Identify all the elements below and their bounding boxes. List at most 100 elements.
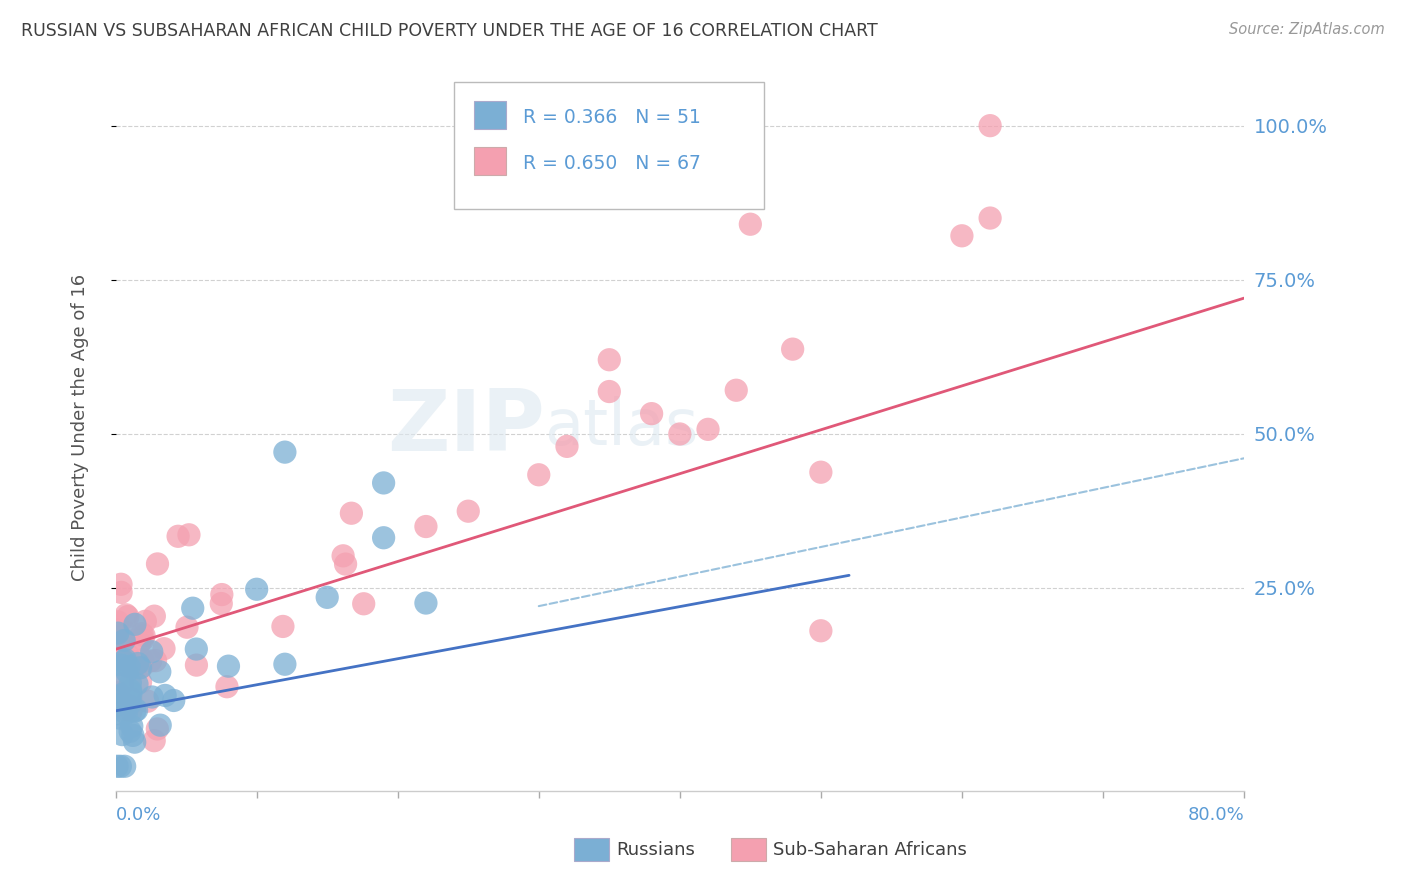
Point xyxy=(110,657,132,672)
Point xyxy=(125,677,148,691)
Point xyxy=(115,607,138,622)
Point xyxy=(740,217,762,231)
Point xyxy=(108,711,131,725)
Point xyxy=(274,445,297,459)
Point xyxy=(186,642,208,657)
Point xyxy=(527,467,550,482)
Point xyxy=(215,680,238,694)
Point xyxy=(111,689,134,703)
Point xyxy=(139,654,162,668)
Point xyxy=(107,686,129,700)
Point xyxy=(143,733,166,747)
Point xyxy=(274,657,297,672)
Text: RUSSIAN VS SUBSAHARAN AFRICAN CHILD POVERTY UNDER THE AGE OF 16 CORRELATION CHAR: RUSSIAN VS SUBSAHARAN AFRICAN CHILD POVE… xyxy=(21,22,877,40)
Point xyxy=(120,704,142,718)
Point xyxy=(167,529,190,543)
Point xyxy=(415,519,437,533)
Point xyxy=(124,661,146,675)
Point xyxy=(112,654,135,668)
Point xyxy=(149,718,172,732)
Point xyxy=(209,597,232,611)
Point xyxy=(153,641,176,656)
Point xyxy=(124,735,146,749)
Point xyxy=(124,704,146,718)
Point xyxy=(186,658,208,673)
Text: Russians: Russians xyxy=(616,841,695,859)
Point xyxy=(115,706,138,721)
Point xyxy=(114,625,136,640)
Point xyxy=(105,759,128,773)
Point xyxy=(246,582,269,597)
Point xyxy=(332,549,354,563)
FancyBboxPatch shape xyxy=(454,82,765,210)
Point xyxy=(131,626,153,640)
Point xyxy=(118,688,141,702)
Point xyxy=(128,635,150,649)
Point xyxy=(107,706,129,721)
Point xyxy=(153,689,176,703)
Point xyxy=(132,653,155,667)
Point xyxy=(107,626,129,640)
Point xyxy=(136,694,159,708)
Point xyxy=(457,504,479,518)
Point xyxy=(110,643,132,657)
Point xyxy=(598,352,620,367)
Point xyxy=(725,383,748,397)
Point xyxy=(111,642,134,657)
Point xyxy=(120,654,142,668)
Point xyxy=(120,692,142,706)
Point xyxy=(163,693,186,707)
Text: R = 0.650   N = 67: R = 0.650 N = 67 xyxy=(523,154,700,173)
Point xyxy=(120,675,142,690)
Point xyxy=(141,690,163,704)
Point xyxy=(111,676,134,690)
Point xyxy=(118,659,141,673)
Point xyxy=(110,673,132,687)
Point xyxy=(114,759,136,773)
Point xyxy=(132,629,155,643)
Point xyxy=(120,691,142,706)
Point xyxy=(115,665,138,679)
Point xyxy=(129,675,152,690)
Point xyxy=(110,630,132,644)
Point xyxy=(176,620,198,634)
Text: 80.0%: 80.0% xyxy=(1187,806,1244,824)
Point xyxy=(782,342,804,356)
Point xyxy=(110,585,132,599)
Point xyxy=(110,759,132,773)
Point xyxy=(149,665,172,679)
Point xyxy=(271,619,294,633)
Point xyxy=(146,722,169,736)
Point xyxy=(316,591,339,605)
Point xyxy=(217,659,239,673)
Y-axis label: Child Poverty Under the Age of 16: Child Poverty Under the Age of 16 xyxy=(72,274,89,581)
Text: ZIP: ZIP xyxy=(387,386,544,469)
Point xyxy=(640,407,662,421)
Point xyxy=(353,597,375,611)
Point xyxy=(120,686,142,700)
Point xyxy=(118,697,141,711)
Point xyxy=(146,557,169,571)
Point xyxy=(181,601,204,615)
FancyBboxPatch shape xyxy=(474,147,506,175)
FancyBboxPatch shape xyxy=(731,838,766,861)
Point xyxy=(211,588,233,602)
Point xyxy=(105,623,128,637)
Point xyxy=(373,531,395,545)
Point xyxy=(131,660,153,674)
Point xyxy=(120,683,142,698)
Point xyxy=(110,577,132,591)
Text: Sub-Saharan Africans: Sub-Saharan Africans xyxy=(773,841,967,859)
Point xyxy=(129,661,152,675)
Point xyxy=(134,615,156,629)
Text: atlas: atlas xyxy=(544,397,699,458)
Point xyxy=(118,692,141,706)
Point xyxy=(979,211,1001,225)
Point xyxy=(111,728,134,742)
Point xyxy=(415,596,437,610)
Point xyxy=(979,119,1001,133)
Point xyxy=(112,687,135,701)
Point xyxy=(141,645,163,659)
Point xyxy=(115,647,138,661)
Point xyxy=(697,422,720,436)
